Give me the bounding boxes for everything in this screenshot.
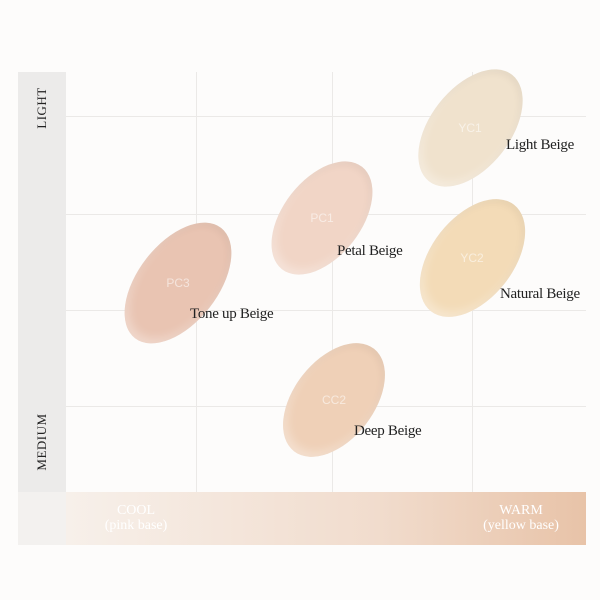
x-axis-right-label: WARM (yellow base) [466,503,576,533]
swatch-code: CC2 [321,393,347,407]
cool-sublabel: (pink base) [104,518,168,533]
swatch-code: YC2 [460,251,484,265]
swatch-name: Petal Beige [337,243,403,259]
grid-line [332,72,333,492]
grid-line [66,116,586,117]
swatch-name: Deep Beige [354,423,422,439]
swatch-code: PC3 [166,276,190,290]
axis-corner [18,492,66,545]
swatch-name: Natural Beige [500,286,580,302]
swatch-code: YC1 [458,121,482,135]
grid-line [66,310,586,311]
y-axis-bar [18,72,66,492]
y-axis-top-label: LIGHT [34,87,49,129]
warm-label: WARM [499,503,543,518]
x-axis-gradient-bar [66,492,586,545]
swatch-name: Tone up Beige [190,306,274,322]
swatch-name: Light Beige [506,137,574,153]
y-axis-bottom-label: MEDIUM [34,413,49,471]
x-axis-left-label: COOL (pink base) [96,503,176,533]
swatch-code: PC1 [310,211,334,225]
cool-label: COOL [116,503,156,518]
warm-sublabel: (yellow base) [483,518,559,533]
